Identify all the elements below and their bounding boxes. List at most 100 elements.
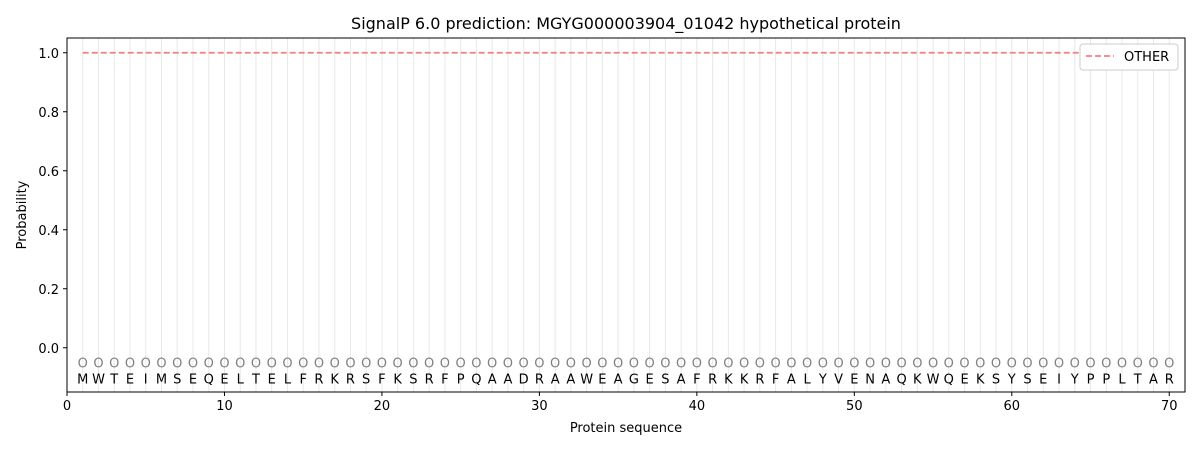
position-marker: O (519, 357, 529, 372)
position-marker: O (330, 357, 340, 372)
position-marker: O (802, 357, 812, 372)
residue-label: E (850, 372, 858, 387)
position-marker: O (1117, 357, 1127, 372)
position-marker: O (597, 357, 607, 372)
legend: OTHER (1079, 43, 1179, 71)
position-marker: O (1070, 357, 1080, 372)
x-tick-label: 30 (531, 399, 548, 414)
position-marker: O (188, 357, 198, 372)
residue-label: L (803, 372, 811, 387)
legend-label-other: OTHER (1124, 50, 1169, 65)
residue-label: K (330, 372, 339, 387)
position-marker: O (141, 357, 151, 372)
residue-label: W (580, 372, 593, 387)
residue-label: D (519, 372, 529, 387)
position-marker: O (975, 357, 985, 372)
residue-label: T (251, 372, 260, 387)
residue-label: R (755, 372, 764, 387)
position-marker: O (251, 357, 261, 372)
residue-label: F (693, 372, 700, 387)
position-marker: O (645, 357, 655, 372)
position-marker: O (345, 357, 355, 372)
residue-label: S (661, 372, 669, 387)
position-marker: O (1148, 357, 1158, 372)
position-marker: O (503, 357, 513, 372)
x-tick-label: 0 (63, 399, 71, 414)
position-marker: O (1101, 357, 1111, 372)
position-marker: O (125, 357, 135, 372)
position-marker: O (408, 357, 418, 372)
chart-title: SignalP 6.0 prediction: MGYG000003904_01… (351, 14, 901, 34)
residue-label: Q (204, 372, 214, 387)
residue-label: K (724, 372, 733, 387)
x-axis-label: Protein sequence (570, 421, 682, 436)
y-tick-label: 1.0 (38, 47, 59, 62)
residue-label: N (865, 372, 875, 387)
position-marker: O (267, 357, 277, 372)
residue-label: S (992, 372, 1000, 387)
residue-label: G (629, 372, 639, 387)
residue-label: A (1149, 372, 1158, 387)
residue-label: I (1057, 372, 1061, 387)
residue-label: R (1165, 372, 1174, 387)
x-tick-label: 60 (1004, 399, 1021, 414)
position-marker: O (424, 357, 434, 372)
position-marker: O (235, 357, 245, 372)
residue-label: A (677, 372, 686, 387)
residue-label: W (92, 372, 105, 387)
position-marker: O (393, 357, 403, 372)
position-marker: O (361, 357, 371, 372)
position-marker: O (1054, 357, 1064, 372)
residue-label: K (976, 372, 985, 387)
residue-label: Y (1007, 372, 1016, 387)
residue-label: E (598, 372, 606, 387)
position-marker: O (440, 357, 450, 372)
position-marker: O (660, 357, 670, 372)
y-tick-label: 0.8 (38, 106, 59, 121)
residue-label: Q (471, 372, 481, 387)
position-marker: O (928, 357, 938, 372)
residue-label: F (441, 372, 448, 387)
x-tick-label: 10 (216, 399, 233, 414)
residue-label: P (1087, 372, 1095, 387)
residue-label: M (77, 372, 88, 387)
residue-label: V (834, 372, 843, 387)
position-marker: O (629, 357, 639, 372)
position-marker: O (282, 357, 292, 372)
position-marker: O (109, 357, 119, 372)
x-tick-label: 70 (1161, 399, 1178, 414)
position-marker: O (833, 357, 843, 372)
x-tick-label: 50 (846, 399, 863, 414)
position-marker: O (676, 357, 686, 372)
residue-label: K (913, 372, 922, 387)
position-marker: O (550, 357, 560, 372)
position-marker: O (204, 357, 214, 372)
residue-label: E (960, 372, 968, 387)
residue-label: E (189, 372, 197, 387)
position-marker: O (991, 357, 1001, 372)
legend-box (1079, 43, 1179, 71)
position-marker: O (739, 357, 749, 372)
position-marker: O (959, 357, 969, 372)
position-marker: O (377, 357, 387, 372)
residue-label: F (378, 372, 385, 387)
position-marker: O (770, 357, 780, 372)
residue-label: E (646, 372, 654, 387)
position-marker: O (298, 357, 308, 372)
residue-label: R (425, 372, 434, 387)
residue-label: Y (818, 372, 827, 387)
position-marker: O (896, 357, 906, 372)
position-marker: O (534, 357, 544, 372)
position-marker: O (723, 357, 733, 372)
y-ticks: 0.0 0.2 0.4 0.6 0.8 1.0 (38, 47, 67, 357)
position-marker: O (818, 357, 828, 372)
position-marker: O (456, 357, 466, 372)
residue-label: E (1039, 372, 1047, 387)
position-marker: O (156, 357, 166, 372)
residue-label: K (740, 372, 749, 387)
position-marker: O (172, 357, 182, 372)
position-marker: O (314, 357, 324, 372)
residue-label: A (551, 372, 560, 387)
